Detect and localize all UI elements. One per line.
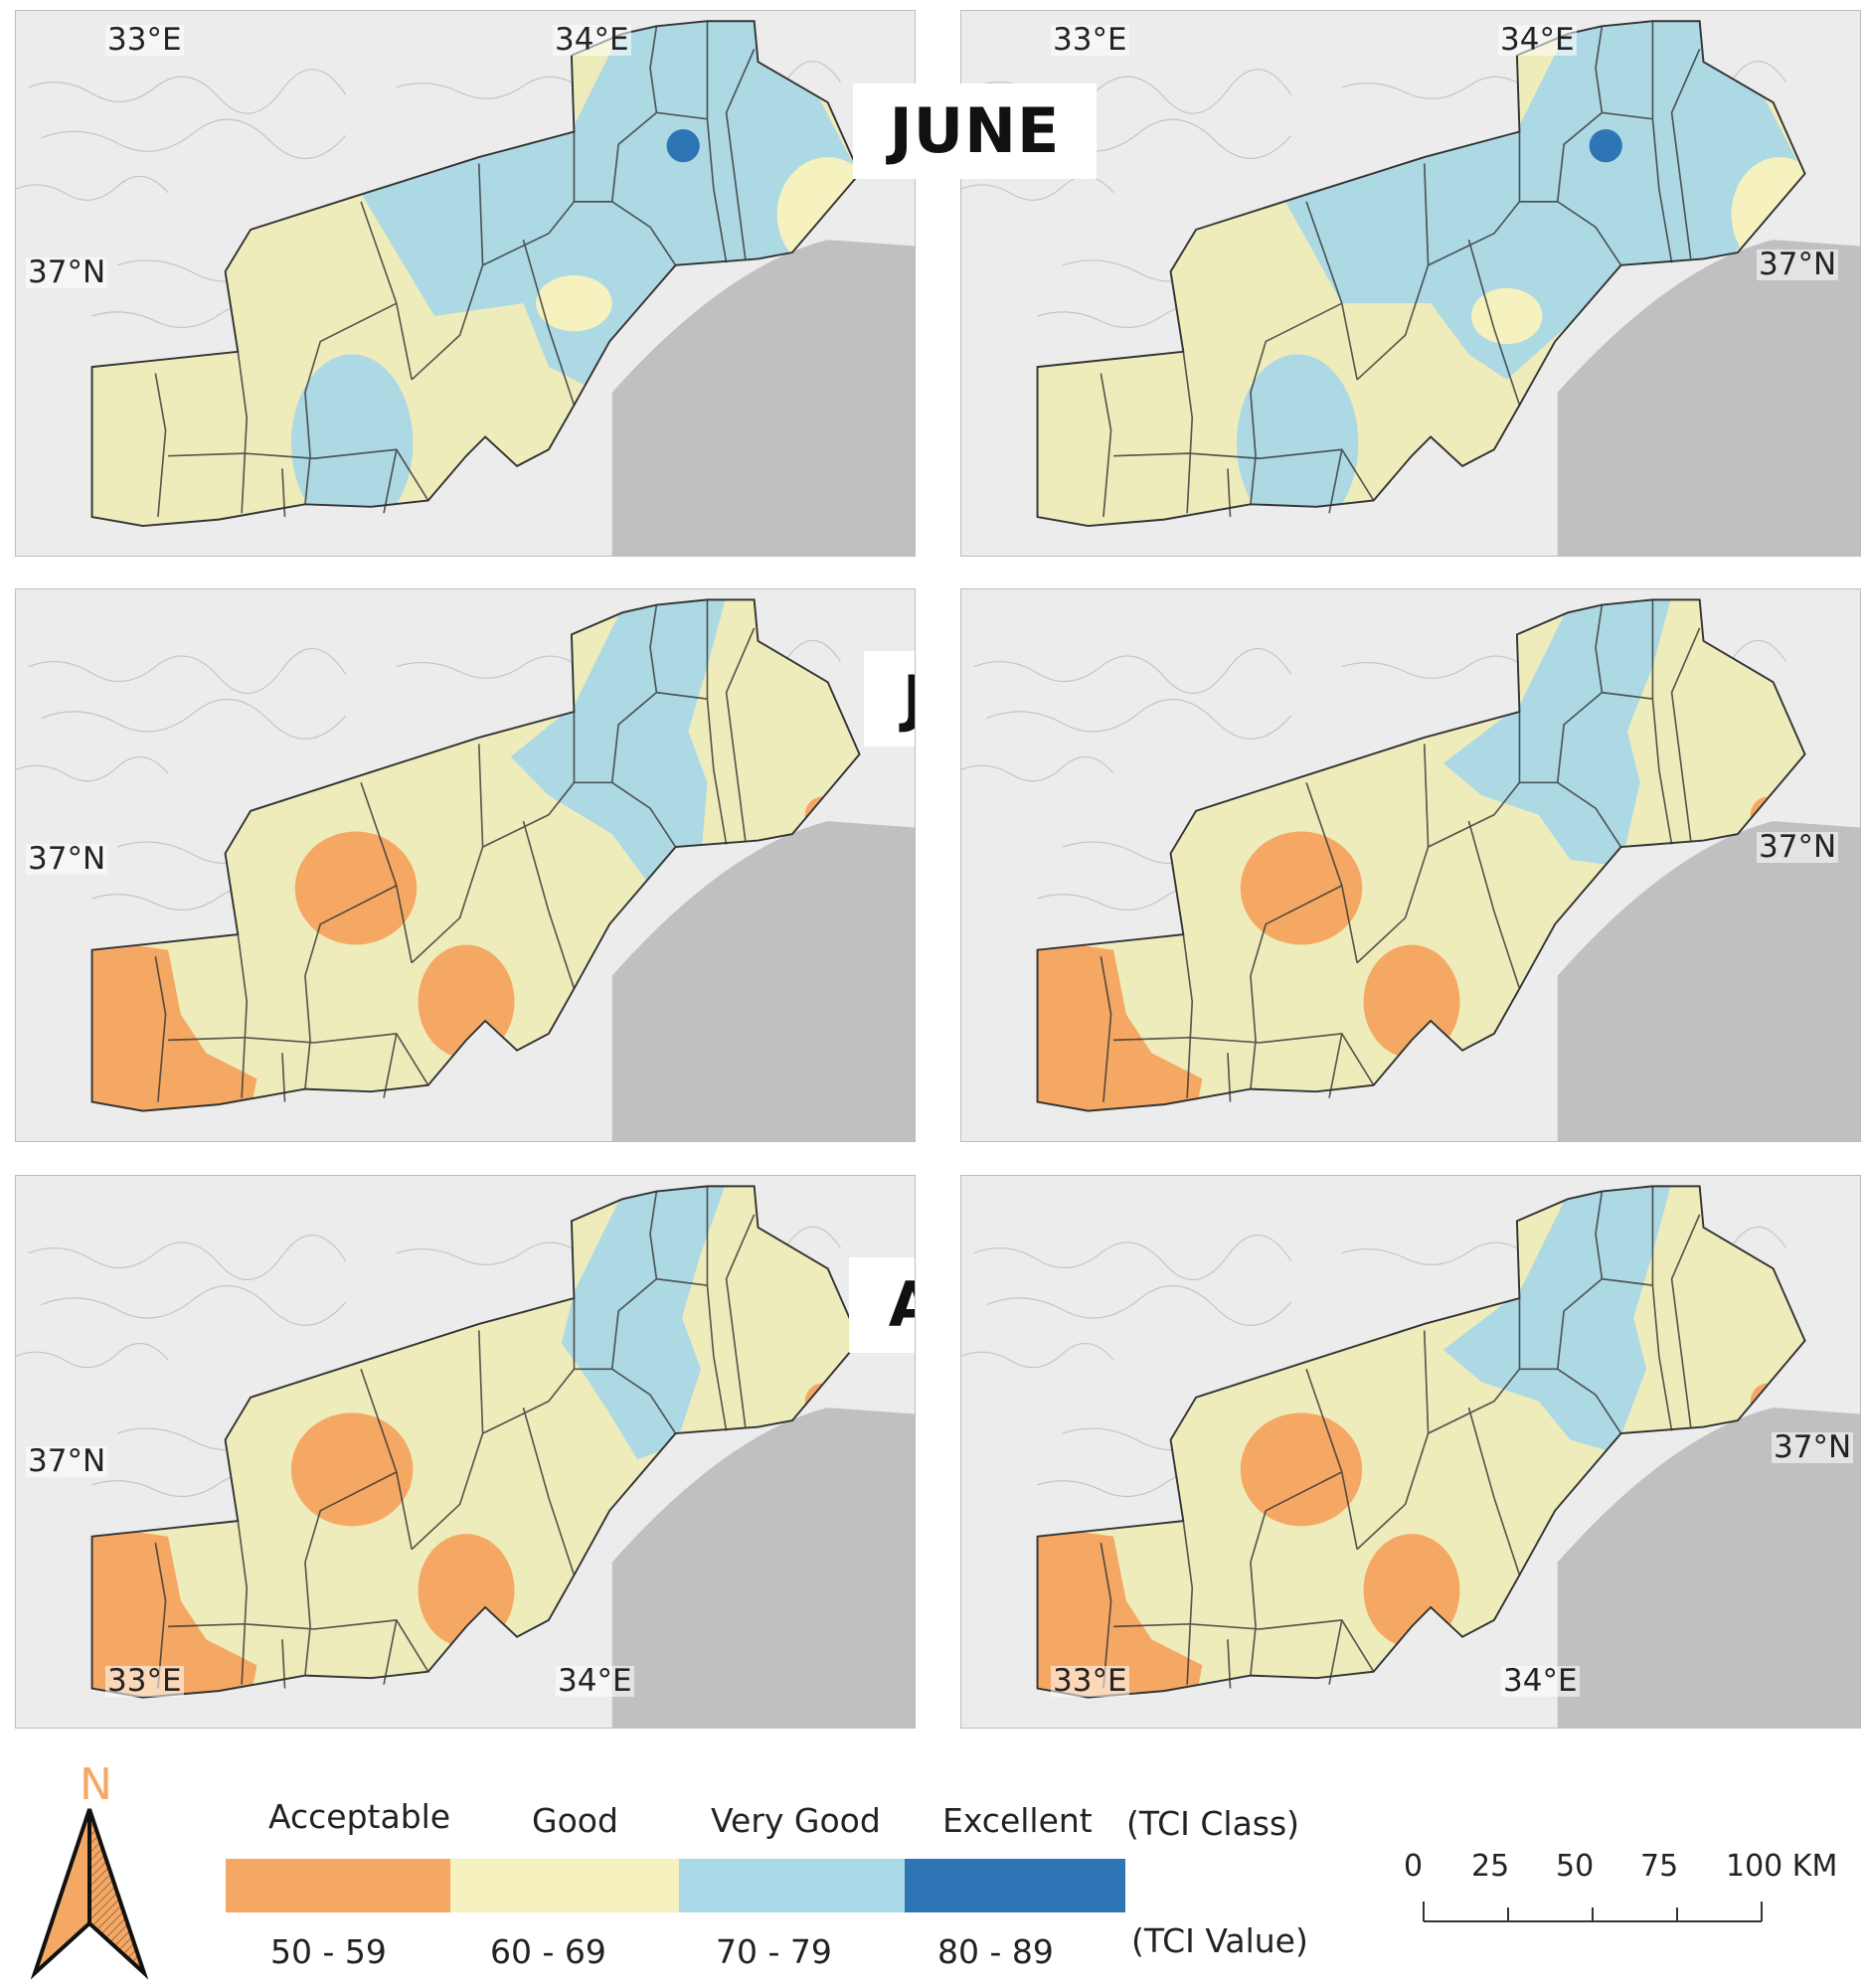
legend-label-acceptable: Acceptable bbox=[268, 1797, 451, 1836]
scale-tick-0: 0 bbox=[1404, 1849, 1424, 1884]
lon-34-label: 34°E bbox=[553, 22, 631, 58]
zone-excellent bbox=[666, 128, 700, 163]
zone-very-good bbox=[1442, 599, 1672, 867]
zone-acceptable bbox=[290, 1412, 414, 1527]
lon-33-label: 33°E bbox=[1051, 1663, 1129, 1699]
legend-range-acceptable: 50 - 59 bbox=[270, 1932, 387, 1971]
legend-swatch-acceptable bbox=[226, 1859, 450, 1912]
legend-swatch-very-good bbox=[679, 1859, 905, 1912]
legend-range-very-good: 70 - 79 bbox=[716, 1932, 832, 1971]
map-panel-june-left: 33°E 34°E 37°N bbox=[15, 10, 916, 557]
map-panel-august-left: AUGUST 37°N 33°E 34°E bbox=[15, 1175, 916, 1729]
lat-37-label: 37°N bbox=[1757, 247, 1839, 282]
lat-37-label: 37°N bbox=[26, 254, 108, 290]
zone-good bbox=[1470, 287, 1543, 345]
legend-range-good: 60 - 69 bbox=[490, 1932, 606, 1971]
zone-very-good bbox=[510, 599, 727, 886]
july-right-map bbox=[961, 589, 1860, 1141]
lon-34-label: 34°E bbox=[1498, 22, 1577, 58]
scale-tick-75: 75 bbox=[1640, 1849, 1679, 1884]
map-panel-july-left: JULY 37°N bbox=[15, 588, 916, 1142]
zone-very-good bbox=[1442, 1186, 1672, 1453]
zone-very-good bbox=[358, 21, 854, 393]
month-label-june: JUNE bbox=[853, 83, 1097, 179]
zone-excellent bbox=[1589, 128, 1622, 163]
zone-acceptable bbox=[1037, 936, 1203, 1111]
scale-bar: 0 25 50 75 100 KM bbox=[1404, 1849, 1849, 1928]
sea bbox=[611, 240, 915, 556]
month-label-august: AUGUST bbox=[849, 1257, 915, 1353]
map-panel-august-right: 37°N 33°E 34°E bbox=[960, 1175, 1861, 1729]
lat-37-label: 37°N bbox=[26, 841, 108, 877]
zone-acceptable bbox=[1240, 831, 1363, 945]
lat-37-label: 37°N bbox=[1772, 1429, 1854, 1465]
legend-label-good: Good bbox=[532, 1801, 618, 1840]
legend-swatch-excellent bbox=[905, 1859, 1125, 1912]
august-left-map bbox=[16, 1176, 915, 1728]
zone-very-good bbox=[1278, 21, 1799, 380]
june-left-map bbox=[16, 11, 915, 556]
north-arrow-icon bbox=[30, 1808, 149, 1980]
zone-very-good bbox=[1236, 354, 1359, 527]
zone-very-good bbox=[290, 354, 414, 527]
legend-value-caption: (TCI Value) bbox=[1131, 1921, 1308, 1960]
sea bbox=[1557, 821, 1860, 1141]
sea bbox=[611, 821, 915, 1141]
legend-swatch-good bbox=[450, 1859, 679, 1912]
lon-33-label: 33°E bbox=[1051, 22, 1129, 58]
zone-very-good bbox=[561, 1186, 727, 1459]
lon-33-label: 33°E bbox=[105, 1663, 184, 1699]
north-letter: N bbox=[80, 1759, 112, 1810]
legend-class-caption: (TCI Class) bbox=[1126, 1804, 1300, 1843]
scale-end-label: 100 KM bbox=[1726, 1849, 1838, 1884]
sea bbox=[1557, 240, 1860, 556]
lon-34-label: 34°E bbox=[556, 1663, 634, 1699]
lon-34-label: 34°E bbox=[1501, 1663, 1580, 1699]
north-arrow: N bbox=[20, 1759, 159, 1983]
zone-acceptable bbox=[91, 936, 257, 1111]
sea bbox=[1557, 1408, 1860, 1728]
scale-tick-25: 25 bbox=[1471, 1849, 1510, 1884]
lon-33-label: 33°E bbox=[105, 22, 184, 58]
legend-range-excellent: 80 - 89 bbox=[937, 1932, 1054, 1971]
july-left-map bbox=[16, 589, 915, 1141]
scale-tick-50: 50 bbox=[1556, 1849, 1595, 1884]
zone-good bbox=[536, 275, 612, 332]
june-right-map bbox=[961, 11, 1860, 556]
month-label-july: JULY bbox=[864, 651, 915, 746]
scale-bar-line bbox=[1423, 1902, 1763, 1922]
lat-37-label: 37°N bbox=[26, 1443, 108, 1479]
map-panel-june-right: 33°E 34°E 37°N bbox=[960, 10, 1861, 557]
legend-label-excellent: Excellent bbox=[942, 1801, 1093, 1840]
zone-acceptable bbox=[294, 831, 418, 945]
zone-acceptable bbox=[1240, 1412, 1363, 1527]
august-right-map bbox=[961, 1176, 1860, 1728]
sea bbox=[611, 1408, 915, 1728]
lat-37-label: 37°N bbox=[1757, 829, 1839, 865]
map-panel-july-right: 37°N bbox=[960, 588, 1861, 1142]
legend-label-very-good: Very Good bbox=[711, 1801, 881, 1840]
